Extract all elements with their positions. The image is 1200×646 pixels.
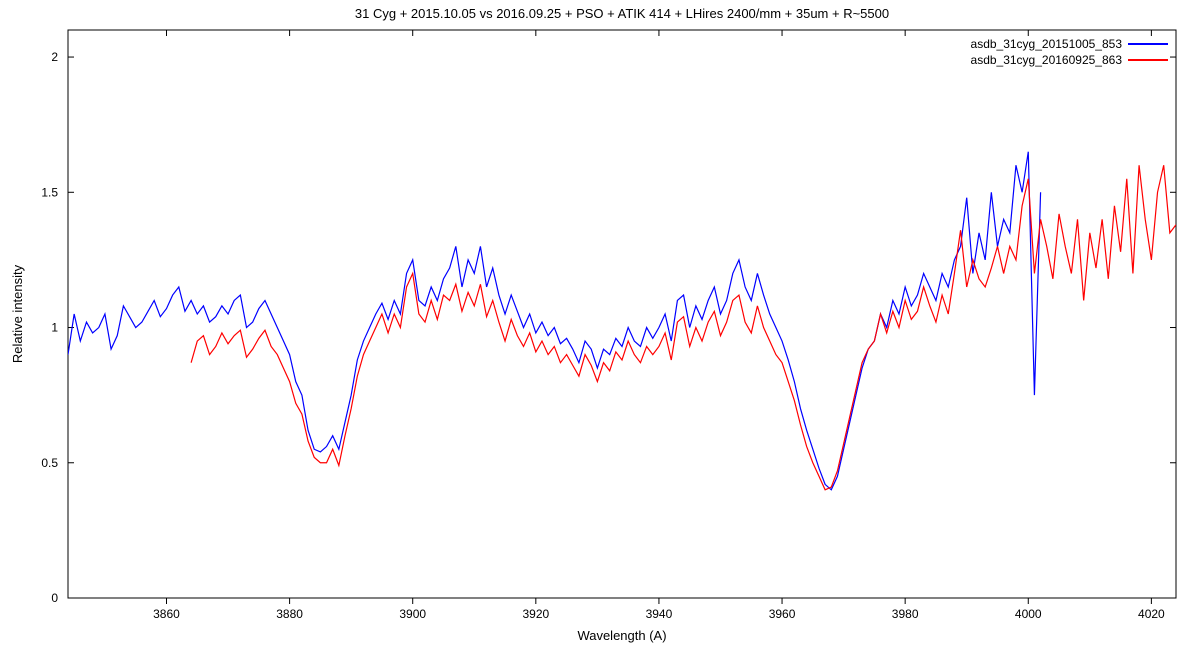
x-tick-label: 4020	[1138, 607, 1165, 621]
x-tick-label: 3940	[646, 607, 673, 621]
x-tick-label: 3920	[522, 607, 549, 621]
y-axis-label: Relative intensity	[10, 264, 25, 363]
series-1	[191, 165, 1176, 490]
x-axis-label: Wavelength (A)	[577, 628, 666, 643]
x-tick-label: 4000	[1015, 607, 1042, 621]
x-tick-label: 3880	[276, 607, 303, 621]
x-tick-label: 3980	[892, 607, 919, 621]
y-tick-label: 0	[51, 591, 58, 605]
series-0	[68, 152, 1041, 490]
x-tick-label: 3860	[153, 607, 180, 621]
plot-border	[68, 30, 1176, 598]
chart-title: 31 Cyg + 2015.10.05 vs 2016.09.25 + PSO …	[355, 6, 889, 21]
legend-label-0: asdb_31cyg_20151005_853	[971, 37, 1123, 51]
y-tick-label: 1.5	[41, 185, 58, 199]
y-tick-label: 1	[51, 321, 58, 335]
y-tick-label: 2	[51, 50, 58, 64]
y-tick-label: 0.5	[41, 456, 58, 470]
chart-svg: 3860 3880 3900 3920 3940 3960 3980 4000 4020 0 0.5…	[0, 0, 1200, 646]
x-tick-label: 3900	[399, 607, 426, 621]
legend-label-1: asdb_31cyg_20160925_863	[971, 53, 1123, 67]
x-tick-label: 3960	[769, 607, 796, 621]
spectrum-chart: 3860 3880 3900 3920 3940 3960 3980 4000 4020 0 0.5…	[0, 0, 1200, 646]
